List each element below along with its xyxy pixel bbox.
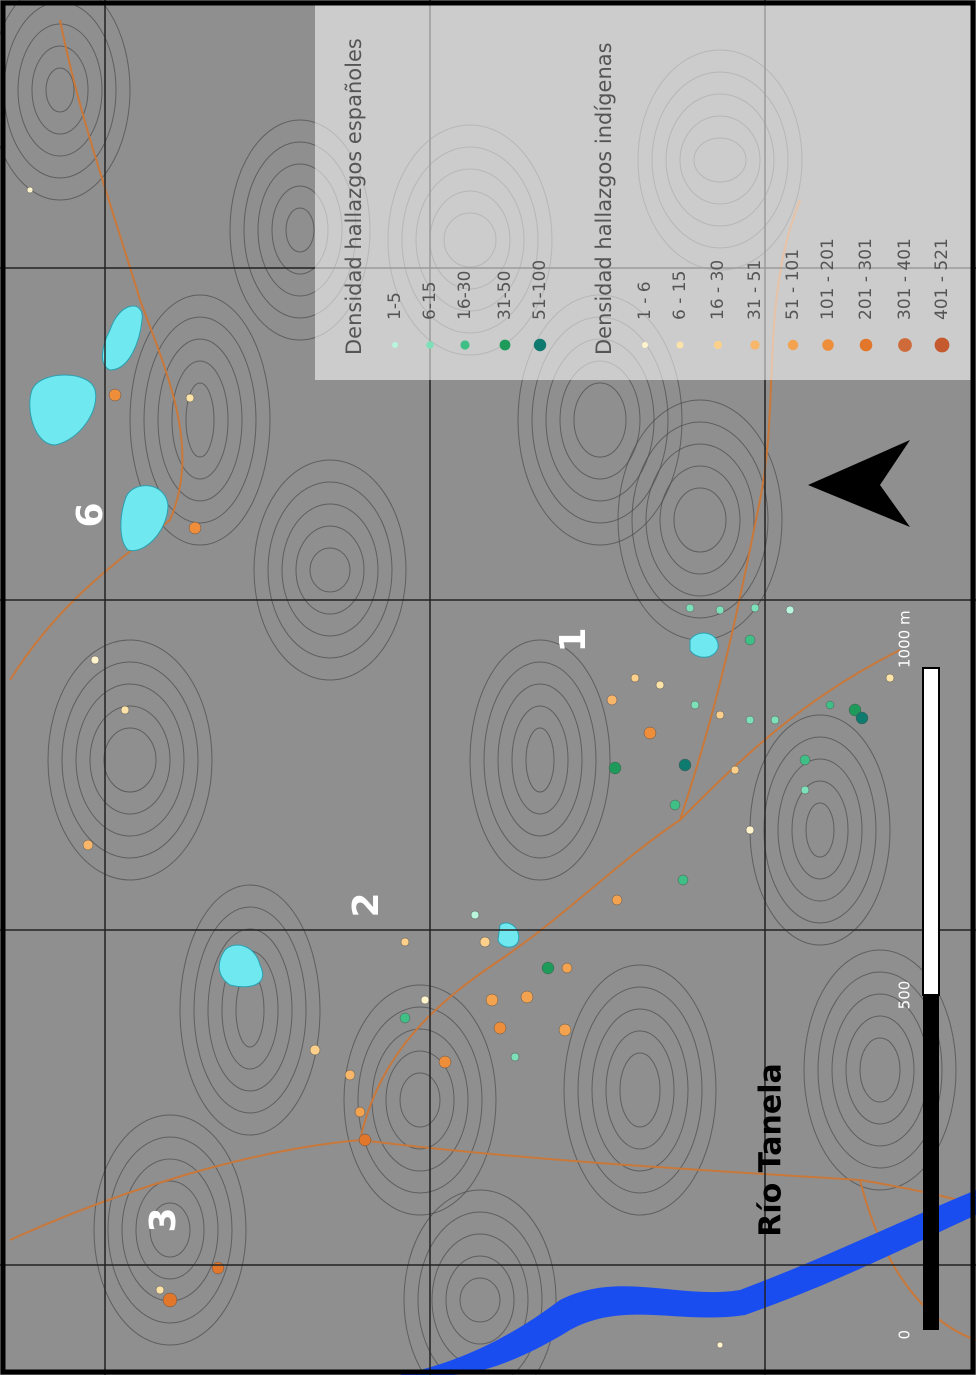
legend-label: 51-100 xyxy=(530,260,550,320)
find-point xyxy=(886,674,894,682)
find-point xyxy=(731,766,739,774)
legend-swatch xyxy=(676,341,683,348)
legend-label: 1 - 6 xyxy=(635,281,655,320)
scale-bar-black xyxy=(923,995,939,1330)
find-point xyxy=(542,962,554,974)
legend-label: 31-50 xyxy=(495,271,515,320)
scale-bar-white xyxy=(923,668,939,995)
legend-label: 31 - 51 xyxy=(745,260,765,320)
find-point xyxy=(800,755,810,765)
legend-swatch xyxy=(714,341,722,349)
site-label: 1 xyxy=(553,627,594,652)
legend-label: 201 - 301 xyxy=(856,238,876,320)
find-point xyxy=(716,606,724,614)
find-point xyxy=(751,604,759,612)
find-point xyxy=(562,963,572,973)
find-point xyxy=(607,695,617,705)
site-label: 2 xyxy=(346,892,387,917)
find-point xyxy=(717,1342,723,1348)
find-point xyxy=(439,1056,451,1068)
find-point xyxy=(686,604,694,612)
find-point xyxy=(156,1286,164,1294)
find-point xyxy=(679,759,691,771)
site-label: 3 xyxy=(143,1207,184,1232)
find-point xyxy=(310,1045,320,1055)
find-point xyxy=(27,187,33,193)
site-label: 6 xyxy=(70,502,111,527)
legend-swatch xyxy=(898,338,912,352)
scale-label: 1000 m xyxy=(896,610,914,668)
find-point xyxy=(345,1070,355,1080)
legend-label: 101 - 201 xyxy=(818,238,838,320)
legend-swatch xyxy=(392,342,398,348)
legend-label: 301 - 401 xyxy=(895,238,915,320)
find-point xyxy=(771,716,779,724)
river-label: Río Tanela xyxy=(754,1063,789,1237)
legend-label: 401 - 521 xyxy=(932,238,952,320)
find-point xyxy=(631,674,639,682)
find-point xyxy=(212,1262,224,1274)
find-point xyxy=(644,727,656,739)
scale-label: 0 xyxy=(896,1330,914,1340)
find-point xyxy=(91,656,99,664)
find-point xyxy=(471,911,479,919)
find-point xyxy=(609,762,621,774)
find-point xyxy=(186,394,194,402)
find-point xyxy=(163,1293,177,1307)
find-point xyxy=(189,522,201,534)
scale-label: 500 xyxy=(896,981,914,1010)
legend-title: Densidad hallazgos indígenas xyxy=(592,42,616,355)
find-point xyxy=(494,1022,506,1034)
legend-swatch xyxy=(935,338,950,353)
find-point xyxy=(746,716,754,724)
find-point xyxy=(691,701,699,709)
find-point xyxy=(486,994,498,1006)
find-point xyxy=(109,389,121,401)
find-point xyxy=(716,711,724,719)
find-point xyxy=(480,937,490,947)
pond xyxy=(690,633,718,657)
legend-swatch xyxy=(534,339,546,351)
find-point xyxy=(826,701,834,709)
legend-label: 16 - 30 xyxy=(708,260,728,320)
legend-label: 51 - 101 xyxy=(783,249,803,320)
legend-panel xyxy=(315,5,973,380)
find-point xyxy=(786,606,794,614)
find-point xyxy=(678,875,688,885)
legend-swatch xyxy=(642,342,648,348)
find-point xyxy=(421,996,429,1004)
legend-swatch xyxy=(788,340,798,350)
find-point xyxy=(83,840,93,850)
legend-swatch xyxy=(500,340,511,351)
legend-label: 6-15 xyxy=(420,281,440,320)
find-point xyxy=(121,706,129,714)
find-point xyxy=(670,800,680,810)
find-point xyxy=(401,938,409,946)
find-point xyxy=(400,1013,410,1023)
find-point xyxy=(359,1134,371,1146)
find-point xyxy=(612,895,622,905)
legend-label: 1-5 xyxy=(385,292,405,320)
find-point xyxy=(856,712,868,724)
find-point xyxy=(656,681,664,689)
find-point xyxy=(745,635,755,645)
find-point xyxy=(746,826,754,834)
legend-label: 16-30 xyxy=(455,271,475,320)
find-point xyxy=(559,1024,571,1036)
legend-swatch xyxy=(426,341,434,349)
legend-swatch xyxy=(460,340,469,349)
legend-swatch xyxy=(860,339,873,352)
find-point xyxy=(801,786,809,794)
legend-label: 6 - 15 xyxy=(670,271,690,320)
legend-swatch xyxy=(822,339,834,351)
legend-title: Densidad hallazgos españoles xyxy=(342,38,366,355)
legend-swatch xyxy=(750,340,759,349)
find-point xyxy=(355,1107,365,1117)
map: Densidad hallazgos españoles 1-5 6-15 16-30… xyxy=(0,0,976,1375)
find-point xyxy=(511,1053,519,1061)
find-point xyxy=(521,991,533,1003)
